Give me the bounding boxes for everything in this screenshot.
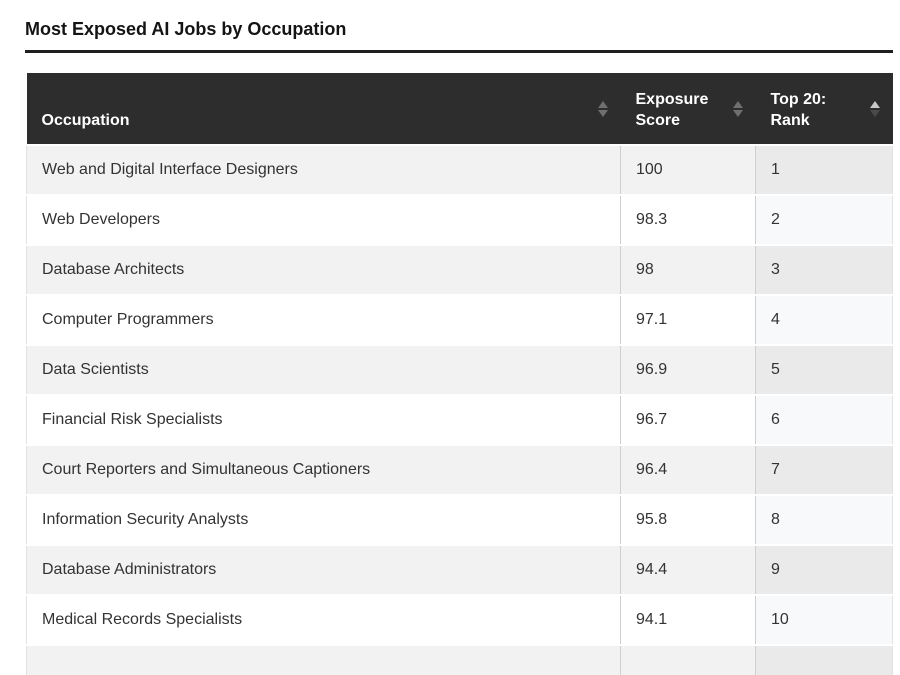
score-cell: 95.8 bbox=[620, 495, 756, 546]
column-header-label: Occupation bbox=[41, 112, 130, 129]
score-cell: 96.9 bbox=[620, 345, 756, 396]
occupation-cell: Court Reporters and Simultaneous Caption… bbox=[26, 445, 621, 496]
score-cell: 98.3 bbox=[620, 195, 756, 246]
table-row: Computer Programmers 97.1 4 bbox=[26, 295, 893, 346]
rank-cell: 9 bbox=[755, 545, 893, 596]
sort-descending-icon bbox=[732, 109, 743, 117]
column-header-label: Exposure Score bbox=[635, 91, 709, 129]
score-cell: 96.4 bbox=[620, 445, 756, 496]
rank-cell: 5 bbox=[755, 345, 893, 396]
page-title: Most Exposed AI Jobs by Occupation bbox=[25, 19, 347, 39]
column-header-score[interactable]: Exposure Score bbox=[620, 73, 756, 146]
rank-cell: 8 bbox=[755, 495, 893, 546]
table-row: Court Reporters and Simultaneous Caption… bbox=[26, 445, 893, 496]
score-cell bbox=[620, 645, 756, 675]
rank-cell: 3 bbox=[755, 245, 893, 296]
occupation-cell: Database Administrators bbox=[26, 545, 621, 596]
sort-ascending-icon bbox=[732, 100, 743, 108]
table-row: Medical Records Specialists 94.1 10 bbox=[26, 595, 893, 646]
column-header-rank[interactable]: Top 20: Rank bbox=[755, 73, 893, 146]
occupation-cell: Web Developers bbox=[26, 195, 621, 246]
table-row: Web Developers 98.3 2 bbox=[26, 195, 893, 246]
table-header: Occupation Exposure Score Top 20: Rank bbox=[26, 73, 893, 146]
occupation-cell: Data Scientists bbox=[26, 345, 621, 396]
header-row: Occupation Exposure Score Top 20: Rank bbox=[26, 73, 893, 146]
rank-cell: 7 bbox=[755, 445, 893, 496]
occupation-cell: Information Security Analysts bbox=[26, 495, 621, 546]
rank-cell: 4 bbox=[755, 295, 893, 346]
sort-icons bbox=[732, 100, 743, 117]
table-row-partial bbox=[26, 645, 893, 675]
score-cell: 96.7 bbox=[620, 395, 756, 446]
score-cell: 94.4 bbox=[620, 545, 756, 596]
occupation-cell: Computer Programmers bbox=[26, 295, 621, 346]
occupation-cell: Database Architects bbox=[26, 245, 621, 296]
occupation-cell: Web and Digital Interface Designers bbox=[26, 145, 621, 196]
sort-descending-icon bbox=[869, 109, 880, 117]
rank-cell: 1 bbox=[755, 145, 893, 196]
sort-ascending-icon bbox=[597, 100, 608, 108]
sort-descending-icon bbox=[597, 109, 608, 117]
table-row: Information Security Analysts 95.8 8 bbox=[26, 495, 893, 546]
column-header-occupation[interactable]: Occupation bbox=[26, 73, 621, 146]
score-cell: 100 bbox=[620, 145, 756, 196]
rank-cell: 10 bbox=[755, 595, 893, 646]
occupation-cell bbox=[26, 645, 621, 675]
occupation-cell: Medical Records Specialists bbox=[26, 595, 621, 646]
table-row: Database Administrators 94.4 9 bbox=[26, 545, 893, 596]
score-cell: 94.1 bbox=[620, 595, 756, 646]
rank-cell: 2 bbox=[755, 195, 893, 246]
sort-ascending-icon bbox=[869, 100, 880, 108]
title-divider bbox=[25, 50, 893, 53]
table-body: Web and Digital Interface Designers 100 … bbox=[26, 145, 893, 675]
rank-cell bbox=[755, 645, 893, 675]
occupation-cell: Financial Risk Specialists bbox=[26, 395, 621, 446]
rank-cell: 6 bbox=[755, 395, 893, 446]
table-row: Database Architects 98 3 bbox=[26, 245, 893, 296]
table-row: Data Scientists 96.9 5 bbox=[26, 345, 893, 396]
sort-icons bbox=[869, 100, 880, 117]
score-cell: 97.1 bbox=[620, 295, 756, 346]
table-row: Financial Risk Specialists 96.7 6 bbox=[26, 395, 893, 446]
score-cell: 98 bbox=[620, 245, 756, 296]
column-header-label: Top 20: Rank bbox=[770, 91, 827, 129]
jobs-table: Occupation Exposure Score Top 20: Rank W… bbox=[26, 73, 893, 675]
sort-icons bbox=[597, 100, 608, 117]
table-row: Web and Digital Interface Designers 100 … bbox=[26, 145, 893, 196]
